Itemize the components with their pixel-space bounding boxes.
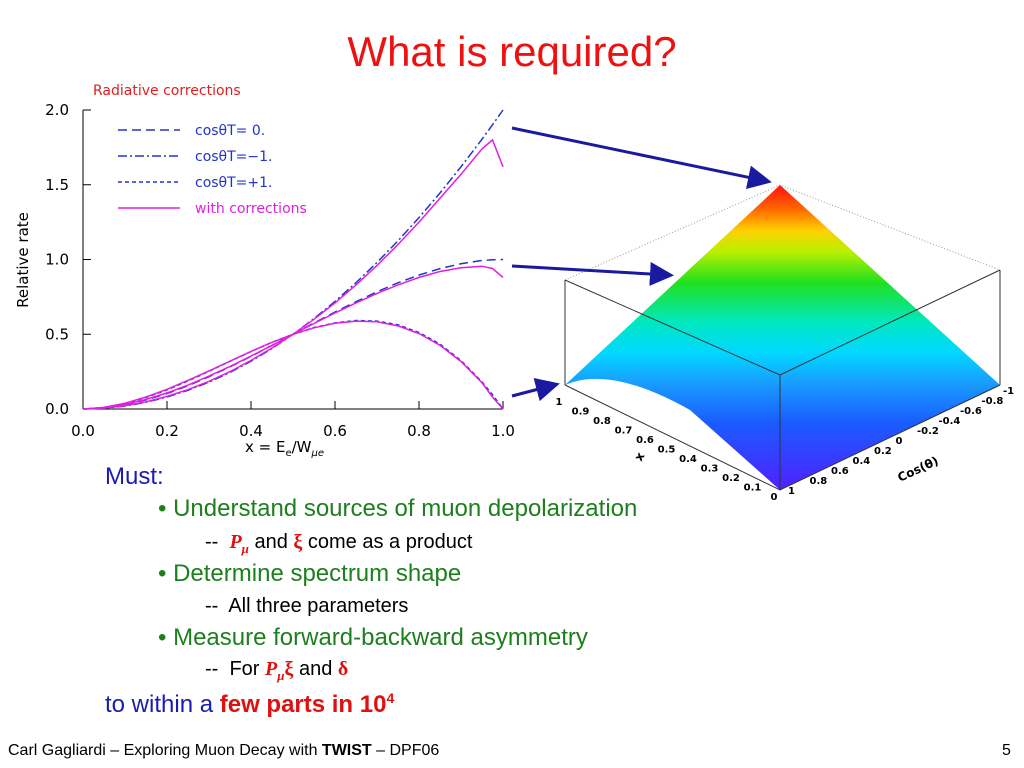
surface-x-tick-label: 0.3 [701, 464, 719, 475]
bullet: • Measure forward-backward asymmetry [158, 624, 588, 651]
legend-label: with corrections [195, 201, 307, 217]
bullet-text: Determine spectrum shape [173, 560, 462, 587]
symbol: μ [241, 541, 249, 556]
dash: -- [205, 531, 219, 553]
y-tick-label: 1.0 [45, 251, 69, 269]
surface-x-tick-label: 0 [771, 492, 778, 503]
symbol: ξ [284, 658, 294, 680]
bullet-text: Understand sources of muon depolarizatio… [173, 495, 638, 522]
surface-y-label: Cos(θ) [895, 454, 940, 485]
exponent: 4 [386, 690, 395, 706]
footer: Carl Gagliardi – Exploring Muon Decay wi… [8, 742, 439, 760]
surface-x-tick-label: 0.2 [722, 473, 740, 484]
y-tick-label: 0.0 [45, 400, 69, 418]
x-axis-label: x = Ee/Wμe [245, 438, 324, 459]
arrows [511, 126, 772, 402]
series-line [82, 109, 504, 410]
series-line [82, 138, 504, 410]
footer-text: – DPF06 [376, 742, 440, 759]
surface-y-tick-label: 1 [788, 486, 795, 497]
bullet: • Understand sources of muon depolarizat… [158, 495, 638, 522]
surface-y-tick-label: 0.6 [831, 466, 849, 477]
text: and [254, 531, 288, 553]
y-tick-label: 1.5 [45, 176, 69, 194]
text: come as a product [307, 531, 473, 553]
slide-title: What is required? [347, 28, 677, 75]
surface-x-tick-label: 0.1 [744, 483, 762, 494]
series-line [82, 265, 504, 410]
bullet: • Determine spectrum shape [158, 560, 462, 587]
surface-y-tick-label: 0.2 [874, 446, 892, 457]
surface-y-tick-label: 0.8 [810, 476, 828, 487]
surface-frame [564, 269, 1001, 491]
surface-box [564, 184, 1001, 281]
text: to within a [105, 691, 214, 718]
surface-y-tick-label: -0.8 [982, 396, 1004, 407]
x-tick-label: 0.6 [323, 422, 347, 440]
surface-x-tick-label: 0.9 [572, 407, 590, 418]
x-label-part: /W [292, 438, 312, 456]
surface-y-tick-label: -0.4 [939, 416, 961, 427]
x-tick-label: 0.4 [239, 422, 263, 440]
emphasis: few parts in 10 [219, 691, 387, 718]
legend-label: cosθT=−1. [195, 149, 273, 165]
y-tick-label: 2.0 [45, 101, 69, 119]
text: All three parameters [228, 595, 409, 617]
bullet-text: Measure forward-backward asymmetry [173, 624, 588, 651]
y-tick-label: 0.5 [45, 325, 69, 343]
text: and [298, 658, 333, 680]
must-label: Must: [105, 463, 164, 490]
dash: -- [205, 595, 219, 617]
surface-x-tick-label: 1 [556, 397, 563, 408]
surface-y-tick-label: 0 [896, 436, 903, 447]
symbol: P [265, 658, 278, 680]
x-label-sub: e [285, 448, 291, 459]
closing: to within a few parts in 104 [105, 690, 394, 719]
x-label-sub: μe [311, 448, 325, 459]
x-tick-label: 0.2 [155, 422, 179, 440]
page-number: 5 [1002, 742, 1011, 759]
series-line [82, 320, 504, 410]
text: For [229, 658, 260, 680]
legend-label: cosθT=+1. [195, 175, 273, 191]
surface-x-tick-label: 0.8 [593, 416, 611, 427]
surface-y-tick-label: -0.6 [960, 406, 982, 417]
sub-line: -- For Pμξ and δ [205, 658, 348, 684]
legend-label: cosθT= 0. [195, 123, 265, 139]
surface [565, 185, 1000, 490]
sub-line: -- All three parameters [205, 595, 408, 618]
chart-title: Radiative corrections [93, 83, 241, 99]
footer-text: Carl Gagliardi – Exploring Muon Decay wi… [8, 742, 318, 759]
surface-x-tick-label: 0.4 [679, 454, 697, 465]
surface-x-tick-label: 0.5 [658, 445, 676, 456]
x-tick-label: 1.0 [491, 422, 515, 440]
symbol: μ [277, 668, 285, 683]
sub-line: -- Pμ and ξ come as a product [205, 531, 472, 557]
x-tick-label: 0.8 [407, 422, 431, 440]
symbol: P [229, 531, 242, 553]
symbol: δ [337, 658, 349, 680]
symbol: ξ [293, 531, 303, 553]
surface-x-tick-label: 0.7 [615, 426, 633, 437]
surface-x-label: x [631, 450, 647, 464]
dash: -- [205, 658, 219, 680]
surface-x-tick-label: 0.6 [636, 435, 654, 446]
surface-y-tick-label: -1 [1003, 386, 1014, 397]
x-label-part: x = E [245, 438, 285, 456]
footer-text: TWIST [321, 742, 372, 759]
surface-y-tick-label: -0.2 [917, 426, 939, 437]
x-tick-label: 0.0 [71, 422, 95, 440]
y-axis-label: Relative rate [14, 212, 32, 308]
surface-y-tick-label: 0.4 [853, 456, 871, 467]
